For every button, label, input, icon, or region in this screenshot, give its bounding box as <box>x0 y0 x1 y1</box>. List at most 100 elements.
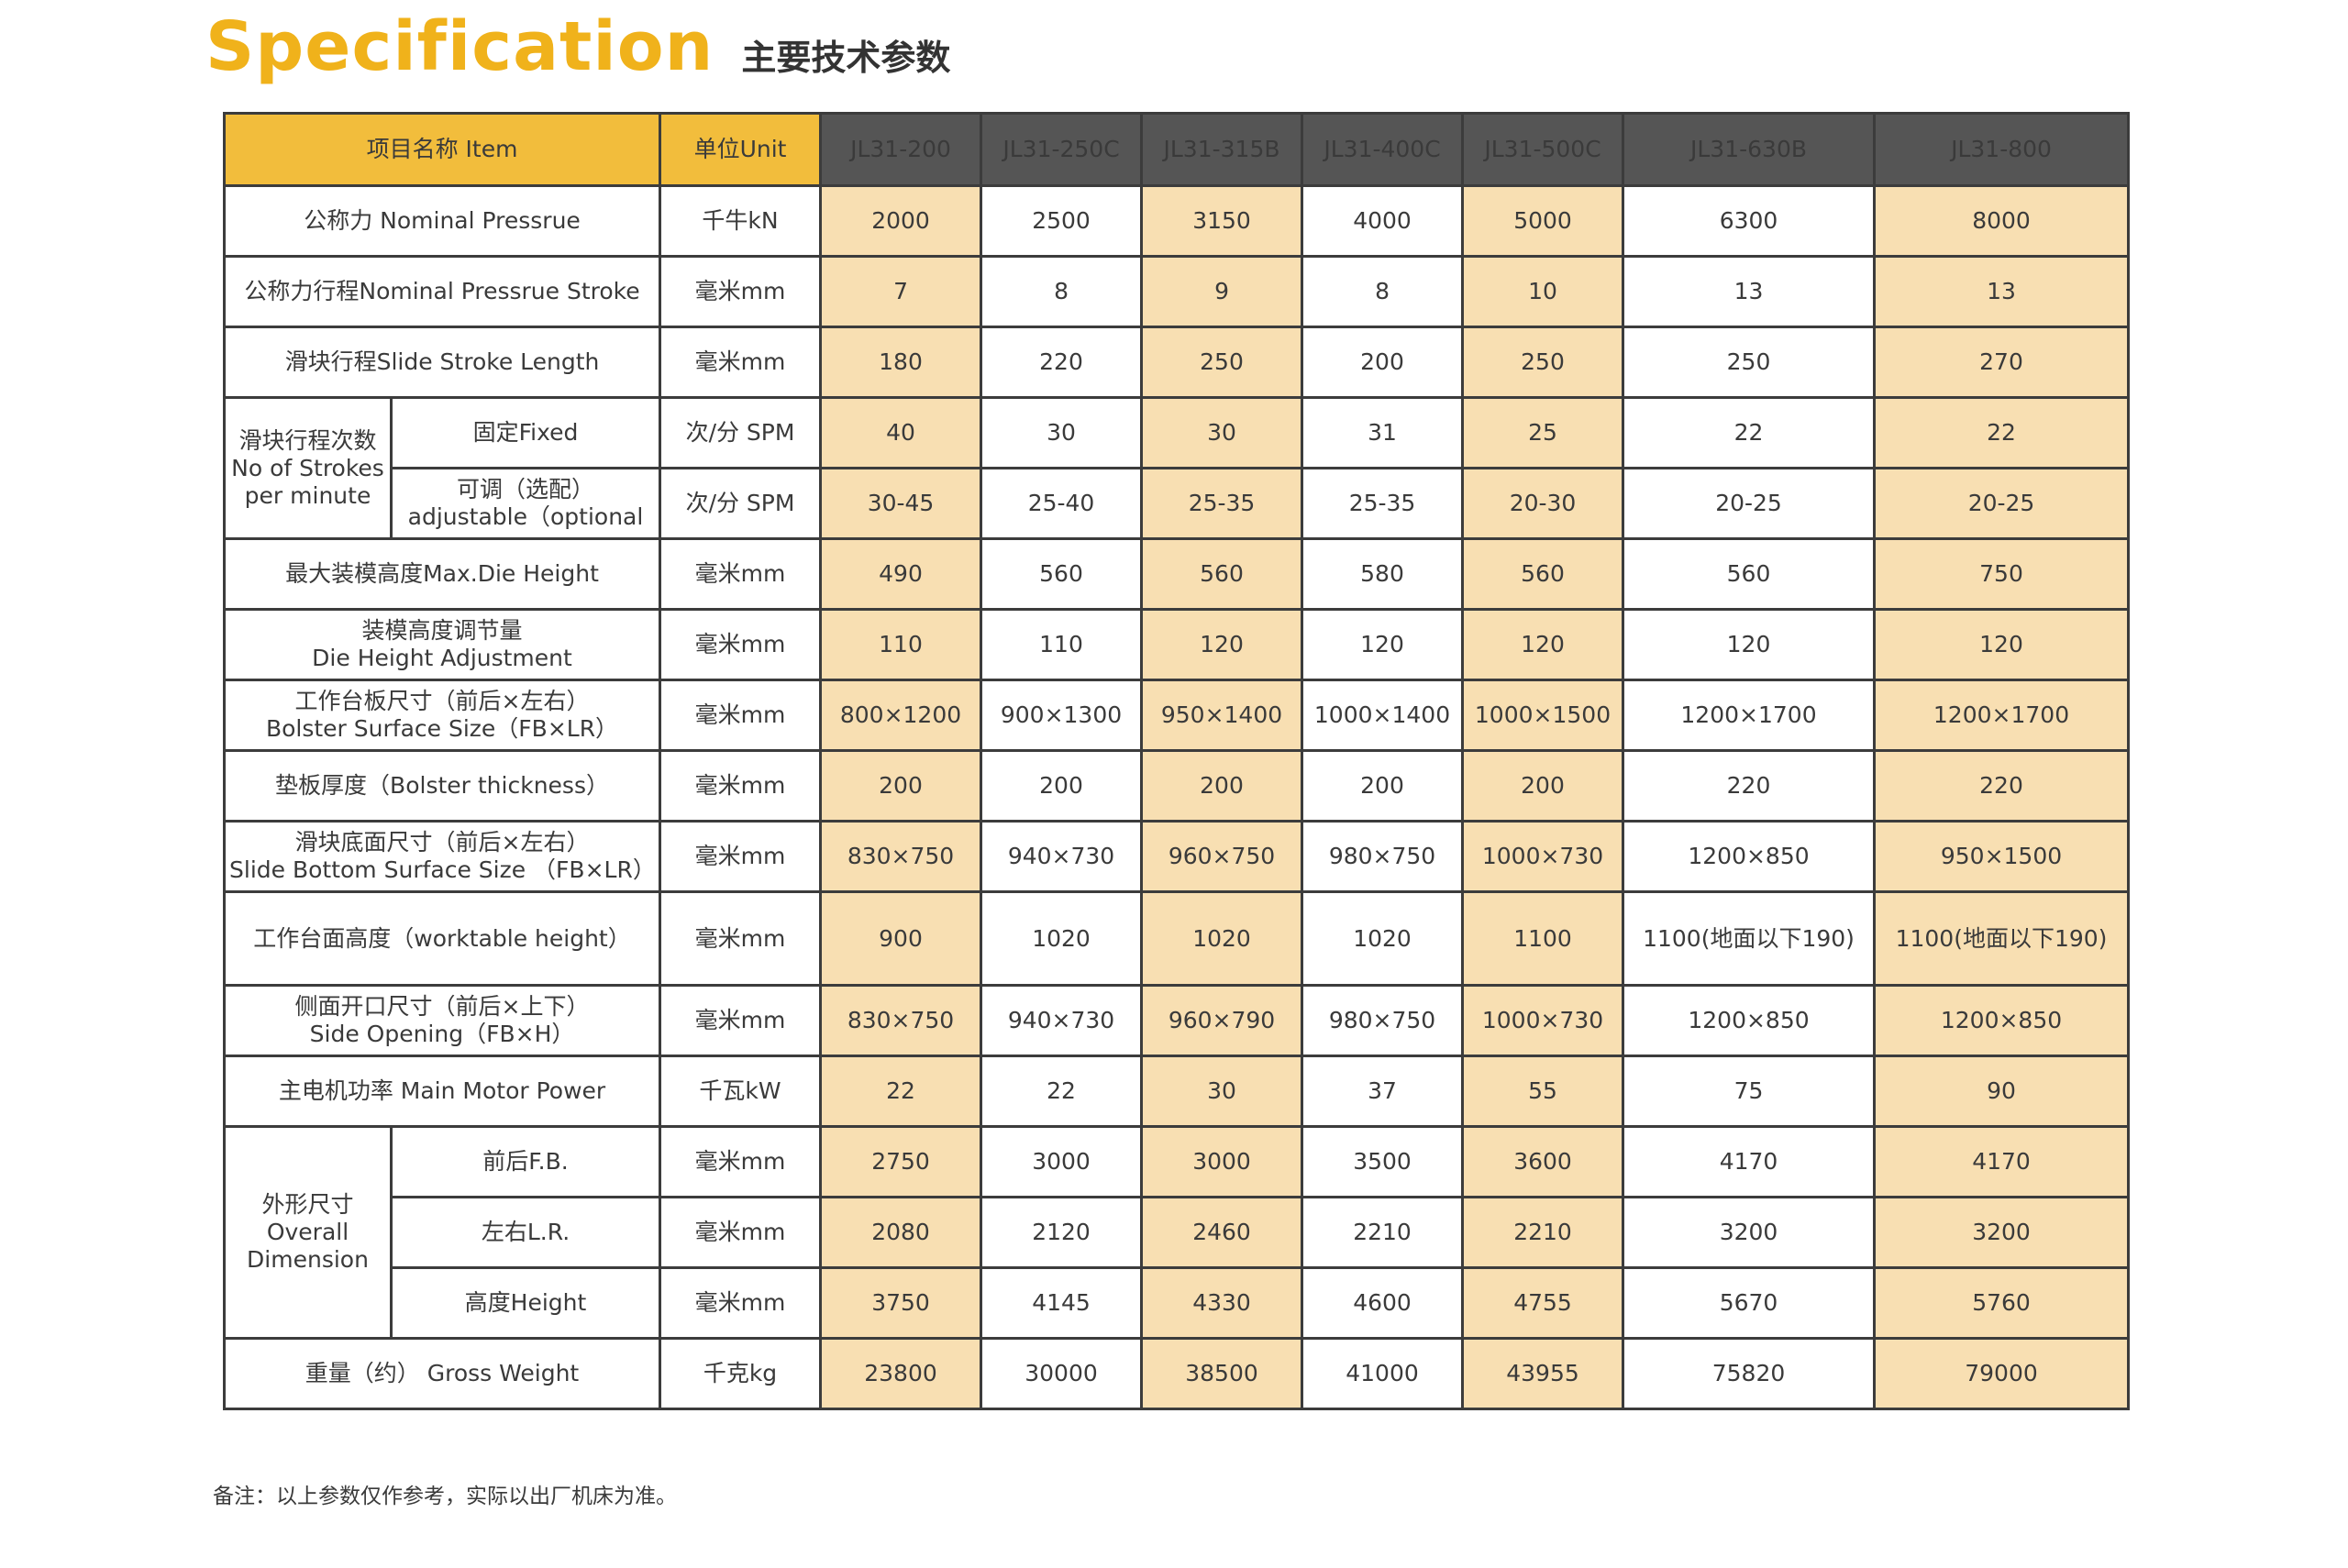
table-cell: 2500 <box>980 184 1144 258</box>
table-cell: 1200×850 <box>1622 820 1877 893</box>
row-label: 滑块行程Slide Stroke Length <box>222 326 662 399</box>
row-label-line: 装模高度调节量 <box>361 617 523 644</box>
header-unit: 单位Unit <box>659 112 823 187</box>
table-cell: 980×750 <box>1301 984 1465 1057</box>
row-unit: 毫米mm <box>659 537 823 611</box>
table-cell: 30 <box>1140 396 1304 469</box>
row-label-line: 侧面开口尺寸（前后×上下） <box>294 993 590 1020</box>
table-cell: 180 <box>819 326 983 399</box>
table-cell: 20-30 <box>1461 467 1625 540</box>
table-cell: 1100(地面以下190) <box>1622 890 1877 987</box>
table-cell: 1100 <box>1461 890 1625 987</box>
table-cell: 3150 <box>1140 184 1304 258</box>
row-unit: 毫米mm <box>659 255 823 328</box>
table-cell: 200 <box>980 749 1144 823</box>
row-label: 滑块底面尺寸（前后×左右） Slide Bottom Surface Size … <box>222 820 662 893</box>
table-cell: 940×730 <box>980 820 1144 893</box>
row-label: 左右L.R. <box>389 1196 662 1269</box>
table-row: 主电机功率 Main Motor Power 千瓦kW 22 22 30 37 … <box>222 1055 2131 1128</box>
table-cell: 1000×1400 <box>1301 679 1465 752</box>
table-cell: 200 <box>819 749 983 823</box>
table-cell: 4755 <box>1461 1266 1625 1340</box>
table-cell: 560 <box>1622 537 1877 611</box>
table-row: 工作台面高度（worktable height） 毫米mm 900 1020 1… <box>222 890 2131 987</box>
row-label: 工作台板尺寸（前后×左右） Bolster Surface Size（FB×LR… <box>222 679 662 752</box>
table-cell: 560 <box>1461 537 1625 611</box>
group-label-line: No of Strokes <box>231 454 384 481</box>
row-label: 最大装模高度Max.Die Height <box>222 537 662 611</box>
table-row: 最大装模高度Max.Die Height 毫米mm 490 560 560 58… <box>222 537 2131 611</box>
table-cell: 31 <box>1301 396 1465 469</box>
table-cell: 55 <box>1461 1055 1625 1128</box>
table-cell: 750 <box>1873 537 2131 611</box>
table-cell: 90 <box>1873 1055 2131 1128</box>
table-row: 工作台板尺寸（前后×左右） Bolster Surface Size（FB×LR… <box>222 679 2131 752</box>
row-label-line: 工作台板尺寸（前后×左右） <box>294 688 590 714</box>
row-unit: 千牛kN <box>659 184 823 258</box>
table-cell: 3000 <box>980 1125 1144 1198</box>
table-cell: 5760 <box>1873 1266 2131 1340</box>
row-unit: 毫米mm <box>659 749 823 823</box>
table-cell: 3500 <box>1301 1125 1465 1198</box>
table-cell: 1100(地面以下190) <box>1873 890 2131 987</box>
table-cell: 20-25 <box>1622 467 1877 540</box>
table-cell: 5670 <box>1622 1266 1877 1340</box>
group-label-line: 外形尺寸 <box>261 1191 354 1218</box>
table-cell: 120 <box>1301 608 1465 681</box>
header-model: JL31-500C <box>1461 112 1625 187</box>
table-cell: 120 <box>1140 608 1304 681</box>
table-cell: 200 <box>1140 749 1304 823</box>
table-cell: 120 <box>1461 608 1625 681</box>
table-cell: 3750 <box>819 1266 983 1340</box>
row-label: 可调（选配） adjustable（optional <box>389 467 662 540</box>
table-cell: 250 <box>1140 326 1304 399</box>
row-label: 垫板厚度（Bolster thickness） <box>222 749 662 823</box>
table-row: 公称力 Nominal Pressrue 千牛kN 2000 2500 3150… <box>222 184 2131 258</box>
table-cell: 1000×730 <box>1461 820 1625 893</box>
header-model: JL31-800 <box>1873 112 2131 187</box>
table-cell: 200 <box>1301 326 1465 399</box>
table-cell: 22 <box>1873 396 2131 469</box>
table-cell: 8000 <box>1873 184 2131 258</box>
table-row: 滑块底面尺寸（前后×左右） Slide Bottom Surface Size … <box>222 820 2131 893</box>
specification-table: 项目名称 Item 单位Unit JL31-200 JL31-250C JL31… <box>222 112 2131 1410</box>
row-label: 高度Height <box>389 1266 662 1340</box>
table-cell: 25 <box>1461 396 1625 469</box>
table-row: 可调（选配） adjustable（optional 次/分 SPM 30-45… <box>225 467 2131 540</box>
row-label: 重量（约） Gross Weight <box>222 1337 662 1410</box>
table-cell: 4170 <box>1873 1125 2131 1198</box>
table-cell: 4600 <box>1301 1266 1465 1340</box>
table-cell: 22 <box>819 1055 983 1128</box>
row-unit: 毫米mm <box>659 984 823 1057</box>
table-cell: 30 <box>1140 1055 1304 1128</box>
table-cell: 2460 <box>1140 1196 1304 1269</box>
group-label-line: Overall <box>266 1219 349 1245</box>
table-cell: 900 <box>819 890 983 987</box>
row-unit: 毫米mm <box>659 1266 823 1340</box>
row-label-line: Slide Bottom Surface Size （FB×LR） <box>229 856 656 883</box>
table-cell: 4145 <box>980 1266 1144 1340</box>
table-row: 垫板厚度（Bolster thickness） 毫米mm 200 200 200… <box>222 749 2131 823</box>
header-item: 项目名称 Item <box>222 112 662 187</box>
table-cell: 250 <box>1622 326 1877 399</box>
table-cell: 25-35 <box>1140 467 1304 540</box>
row-label-line: Bolster Surface Size（FB×LR） <box>265 715 619 742</box>
table-cell: 800×1200 <box>819 679 983 752</box>
table-cell: 1000×730 <box>1461 984 1625 1057</box>
table-cell: 8 <box>1301 255 1465 328</box>
table-cell: 940×730 <box>980 984 1144 1057</box>
row-unit: 毫米mm <box>659 1196 823 1269</box>
table-cell: 2210 <box>1461 1196 1625 1269</box>
table-cell: 490 <box>819 537 983 611</box>
row-label-line: 滑块底面尺寸（前后×左右） <box>294 829 590 856</box>
table-cell: 30-45 <box>819 467 983 540</box>
row-unit: 毫米mm <box>659 608 823 681</box>
table-cell: 580 <box>1301 537 1465 611</box>
table-cell: 2750 <box>819 1125 983 1198</box>
row-unit: 次/分 SPM <box>659 467 823 540</box>
table-cell: 830×750 <box>819 984 983 1057</box>
table-cell: 220 <box>1622 749 1877 823</box>
table-cell: 13 <box>1873 255 2131 328</box>
table-cell: 13 <box>1622 255 1877 328</box>
table-cell: 2080 <box>819 1196 983 1269</box>
